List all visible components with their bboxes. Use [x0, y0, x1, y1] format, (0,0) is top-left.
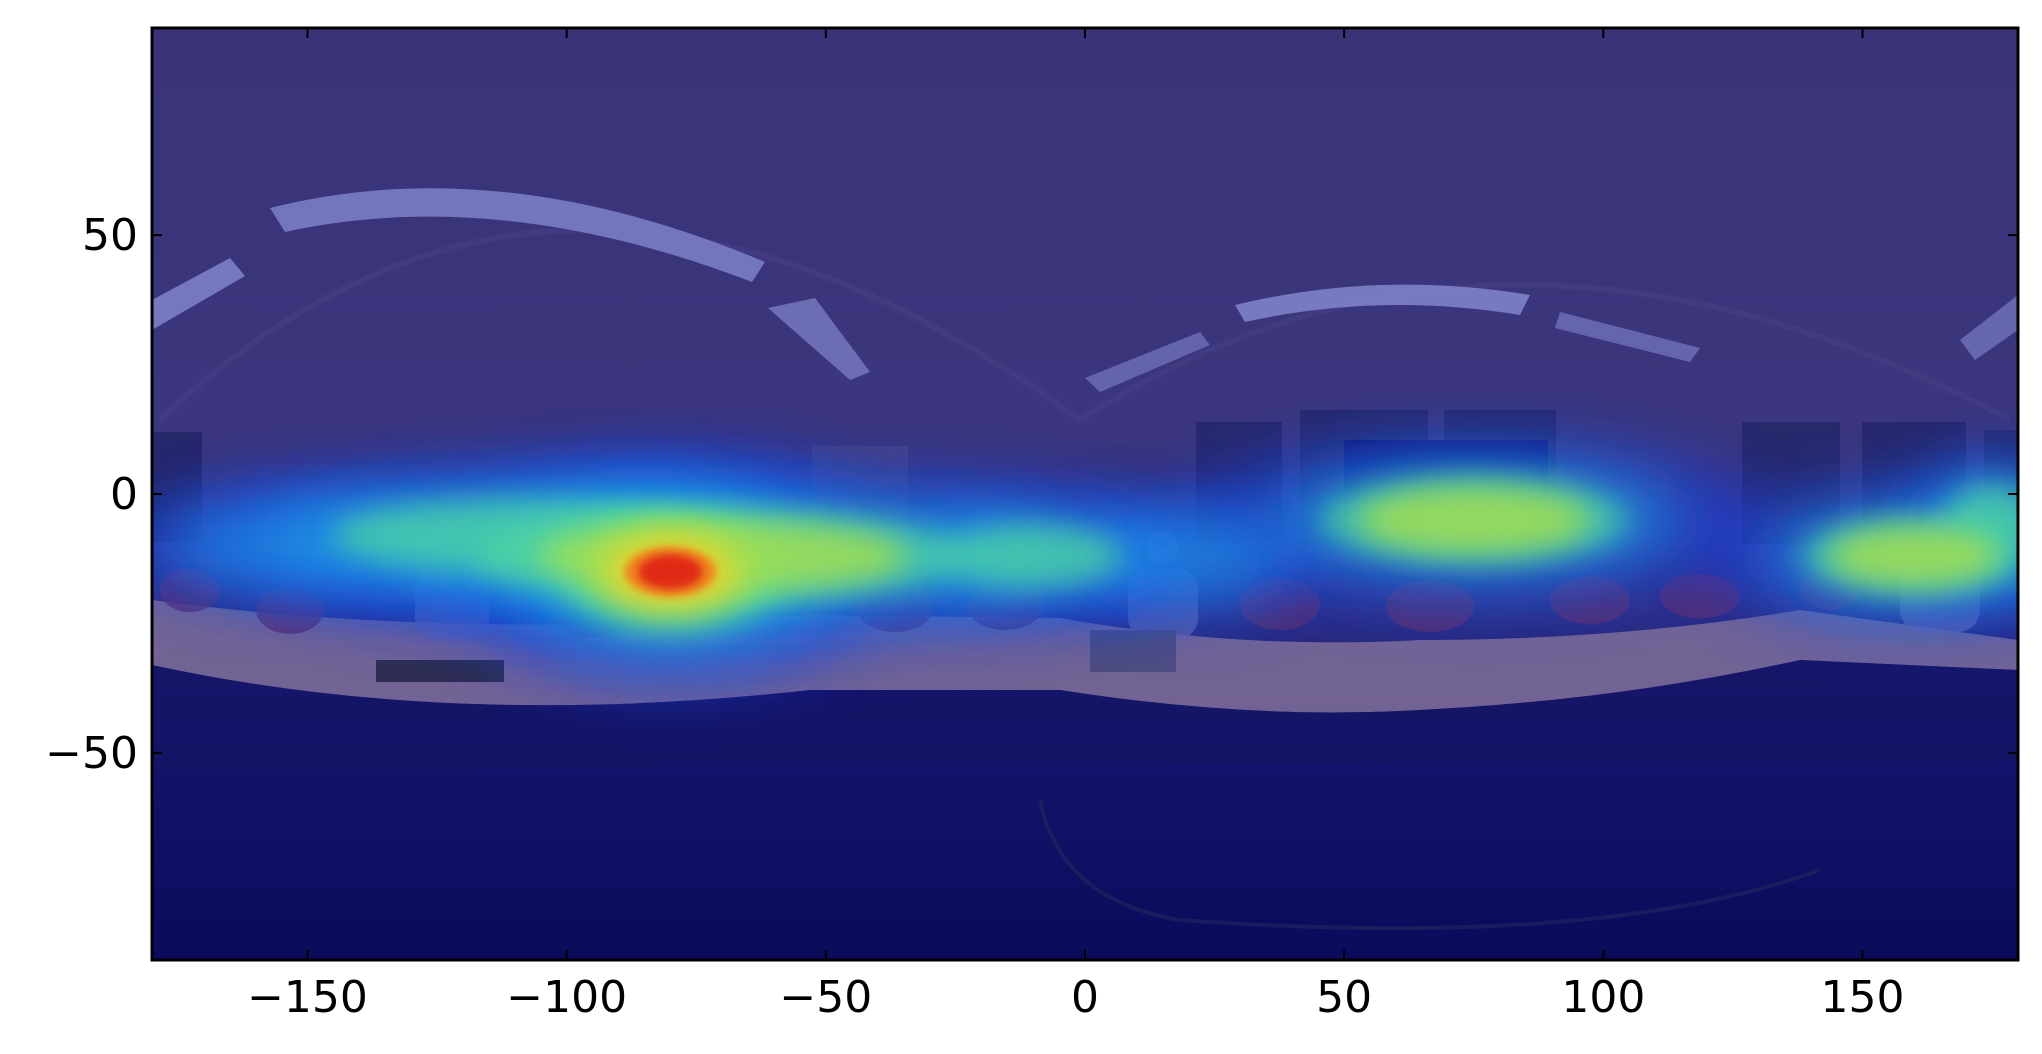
- y-tick-label: 0: [110, 469, 138, 520]
- y-axis: −50 0 50: [45, 210, 2018, 779]
- x-tick-label: 100: [1561, 972, 1645, 1023]
- x-tick-label: −50: [779, 972, 872, 1023]
- x-tick-label: 50: [1316, 972, 1372, 1023]
- x-tick-label: −100: [506, 972, 627, 1023]
- ceiling-light: [1960, 295, 2018, 360]
- laptop: [1090, 630, 1176, 672]
- floor-cable: [1038, 799, 1821, 931]
- y-tick-label: −50: [45, 728, 138, 779]
- table-shadow: [152, 660, 2018, 770]
- ceiling-light: [1085, 332, 1210, 392]
- ceiling-light: [1235, 284, 1530, 322]
- heatmap-hotspot: [1830, 527, 1999, 586]
- heatmap-hotspot: [638, 554, 703, 590]
- x-tick-label: −150: [247, 972, 368, 1023]
- x-tick-label: 0: [1071, 972, 1099, 1023]
- ceiling-light: [768, 298, 870, 380]
- heatmap-hotspot: [1358, 486, 1590, 553]
- y-tick-label: 50: [82, 210, 138, 261]
- keyboard: [376, 660, 504, 682]
- heatmap-hotspot: [945, 524, 1121, 588]
- ceiling-light: [1555, 312, 1700, 362]
- x-axis: −150 −100 −50 0 50 100 150: [247, 28, 1904, 1023]
- ceiling-light: [152, 258, 245, 330]
- ceiling-arc-right: [1078, 282, 2012, 423]
- x-tick-label: 150: [1821, 972, 1905, 1023]
- ceiling-light: [270, 188, 765, 282]
- saliency-heatmap: [152, 436, 2018, 690]
- heatmap-hotspot: [1093, 514, 1284, 599]
